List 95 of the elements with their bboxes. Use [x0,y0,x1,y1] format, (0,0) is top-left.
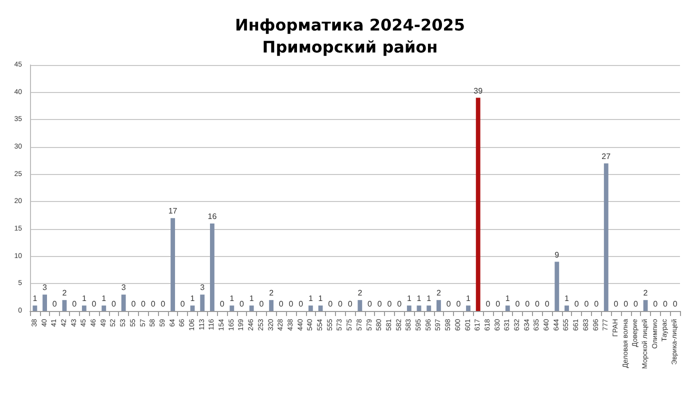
bar [200,294,205,311]
data-label: 2 [643,288,648,298]
bar [476,98,480,311]
bar [426,306,432,311]
data-label: 0 [111,300,116,308]
data-label: 27 [602,152,612,161]
bar [505,306,510,311]
bar [170,218,176,311]
bar [416,306,422,311]
bar [249,306,254,311]
bar [269,300,274,311]
data-label: 0 [288,300,294,308]
bar [42,294,47,311]
bar [121,294,126,311]
data-label: 0 [298,300,304,308]
data-label: 1 [466,294,472,304]
data-label: 1 [505,294,510,304]
data-label: 0 [584,300,590,308]
data-label: 1 [426,294,432,304]
data-label: 1 [82,294,87,304]
bar [358,300,362,311]
data-label: 0 [338,300,343,308]
data-label: 1 [190,294,196,304]
bar [102,306,106,311]
data-label: 0 [92,300,97,308]
bar [318,306,323,311]
bar [406,306,412,311]
data-label: 0 [368,300,373,308]
bar [32,306,38,311]
data-label: 0 [72,300,78,308]
data-label: 0 [150,300,156,308]
data-label: 0 [377,300,382,308]
data-label: 9 [554,250,560,260]
chart-title: Информатика 2024-2025 [234,16,466,34]
data-label: 2 [358,288,363,298]
data-label: 0 [52,300,58,308]
data-label: 0 [534,300,540,308]
data-label: 0 [180,300,186,308]
bar [466,306,470,311]
data-label: 0 [446,300,452,308]
data-label: 17 [168,206,178,216]
data-label: 3 [200,283,206,292]
data-label: 0 [240,300,245,308]
data-label: 0 [525,300,530,308]
data-label: 0 [515,300,520,308]
bar [554,262,560,311]
data-label: 0 [141,300,146,308]
data-label: 0 [663,300,668,308]
data-label: 1 [406,294,412,304]
data-label: 39 [474,86,484,96]
bar [564,306,569,311]
data-label: 0 [633,300,638,308]
data-label: 1 [102,294,107,304]
bar [308,306,313,311]
data-label: 2 [62,288,68,298]
data-label: 1 [249,294,254,304]
data-label: 0 [348,300,353,308]
bar [436,300,441,311]
data-label: 0 [328,300,334,308]
data-label: 16 [208,212,218,222]
data-label: 0 [456,300,462,308]
data-label: 0 [594,300,600,308]
data-label: 3 [42,283,48,292]
data-label: 0 [131,300,136,308]
data-label: 1 [308,294,314,304]
bar [62,300,67,311]
data-label: 1 [32,294,38,304]
data-label: 0 [496,300,501,308]
data-label: 0 [259,300,264,308]
data-label: 1 [318,294,324,304]
data-label: 0 [624,300,629,308]
data-label: 0 [397,300,402,308]
data-label: 0 [653,300,658,308]
chart-subtitle: Приморский район [262,38,438,56]
data-label: 1 [564,294,570,304]
data-label: 0 [486,300,491,308]
data-label: 3 [121,283,126,292]
bar [210,224,214,311]
data-label: 2 [436,288,442,298]
data-label: 0 [672,300,678,308]
data-label: 0 [278,300,284,308]
bar [190,306,195,311]
bar [643,300,648,311]
data-label: 2 [269,288,274,298]
data-label: 1 [230,294,235,304]
data-label: 0 [387,300,392,308]
bar [230,306,234,311]
data-label: 0 [614,300,619,308]
data-label: 0 [220,300,225,308]
data-label: 1 [416,294,422,304]
data-label: 0 [544,300,550,308]
data-label: 0 [574,300,580,308]
bar [82,306,86,311]
bar [604,163,608,311]
data-label: 0 [160,300,166,308]
